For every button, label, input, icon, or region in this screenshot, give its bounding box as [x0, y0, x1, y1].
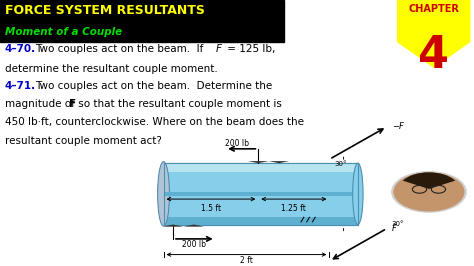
Polygon shape	[163, 225, 183, 227]
Ellipse shape	[353, 163, 363, 225]
Text: 4: 4	[418, 34, 449, 77]
Bar	[164, 163, 358, 225]
Text: CHAPTER: CHAPTER	[408, 4, 459, 14]
Text: determine the resultant couple moment.: determine the resultant couple moment.	[5, 64, 218, 74]
Polygon shape	[248, 161, 269, 163]
Polygon shape	[183, 225, 204, 227]
Text: 30°: 30°	[334, 161, 346, 167]
Bar	[164, 163, 358, 225]
Circle shape	[393, 172, 465, 211]
Text: 200 lb: 200 lb	[225, 139, 249, 148]
Text: resultant couple moment act?: resultant couple moment act?	[5, 136, 162, 146]
Text: F: F	[216, 44, 222, 54]
Text: 1.5 ft: 1.5 ft	[201, 204, 221, 213]
Text: 2 ft: 2 ft	[240, 256, 253, 265]
Text: F: F	[69, 99, 76, 109]
Text: F: F	[392, 224, 397, 233]
Text: 4–70.: 4–70.	[5, 44, 36, 54]
Text: 450 lb·ft, counterclockwise. Where on the beam does the: 450 lb·ft, counterclockwise. Where on th…	[5, 118, 304, 127]
Circle shape	[391, 171, 467, 213]
Bar	[164, 163, 358, 172]
Text: FORCE SYSTEM RESULTANTS: FORCE SYSTEM RESULTANTS	[5, 4, 205, 17]
Bar	[164, 217, 358, 225]
Text: 4–71.: 4–71.	[5, 81, 36, 91]
Text: Moment of a Couple: Moment of a Couple	[5, 27, 122, 38]
Ellipse shape	[157, 162, 170, 226]
Text: 200 lb: 200 lb	[182, 240, 206, 249]
Text: = 125 lb,: = 125 lb,	[224, 44, 275, 54]
Text: Two couples act on the beam.  If: Two couples act on the beam. If	[36, 44, 210, 54]
Text: Two couples act on the beam.  Determine the: Two couples act on the beam. Determine t…	[36, 81, 273, 91]
Text: −F: −F	[392, 122, 403, 131]
Bar	[0, 0, 284, 42]
Polygon shape	[269, 161, 289, 163]
Polygon shape	[397, 0, 470, 68]
Bar	[164, 192, 358, 196]
Text: 30°: 30°	[392, 221, 404, 227]
Text: magnitude of: magnitude of	[5, 99, 78, 109]
Text: so that the resultant couple moment is: so that the resultant couple moment is	[75, 99, 282, 109]
Text: 1.25 ft: 1.25 ft	[282, 204, 306, 213]
Wedge shape	[403, 172, 455, 189]
